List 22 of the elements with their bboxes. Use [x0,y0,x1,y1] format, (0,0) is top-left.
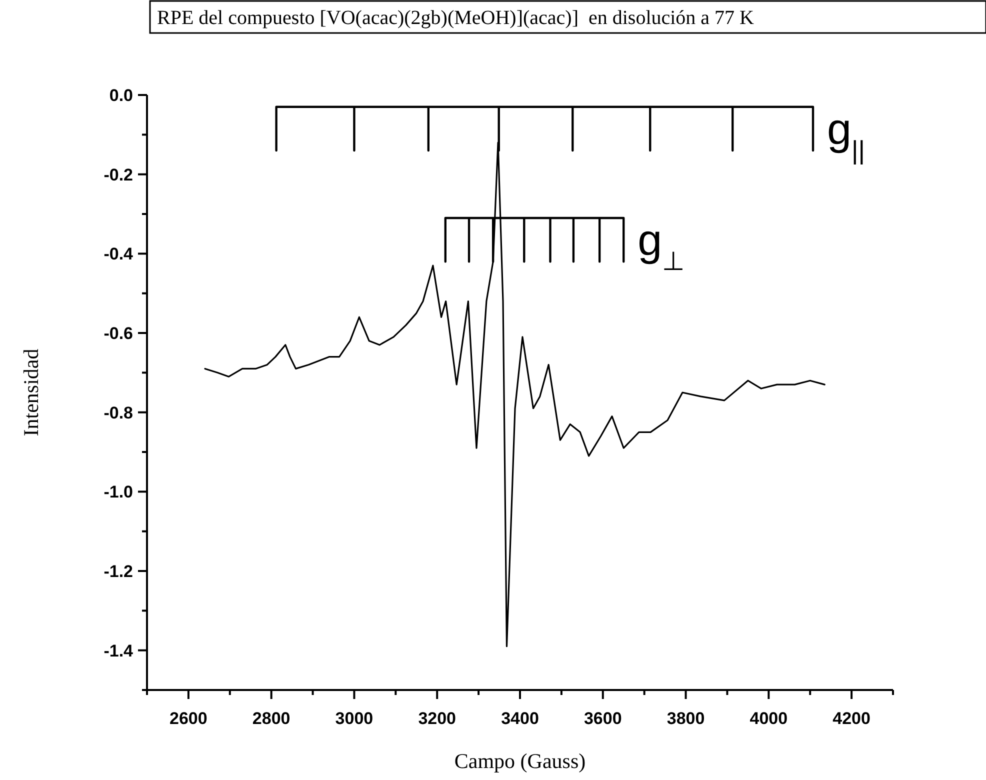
x-tick-label: 4200 [832,709,870,728]
x-tick-label: 3200 [418,709,456,728]
x-axis-title: Campo (Gauss) [454,749,586,773]
x-tick-label: 2600 [170,709,208,728]
y-tick-label: -0.6 [104,324,133,343]
y-tick-label: 0.0 [109,86,133,105]
y-tick-label: -0.4 [104,244,134,264]
y-tick-label: -0.8 [104,403,133,422]
y-axis-title: Intensidad [19,348,43,436]
x-tick-label: 3600 [584,709,622,728]
y-tick-label: -0.2 [104,165,133,184]
x-tick-label: 4000 [750,709,788,728]
annotation: g$_{⊥}$ [638,216,686,276]
y-tick-label: -1.0 [104,482,133,502]
y-tick-label: -1.2 [104,562,133,581]
x-tick-label: 3000 [335,709,374,728]
x-tick-label: 3800 [666,709,705,728]
x-tick-label: 3400 [501,709,539,728]
annotation: g$_{||}$ [827,105,866,166]
x-tick-label: 2800 [252,709,290,728]
chart-title: RPE del compuesto [VO(acac)(2gb)(MeOH)](acac)] en disolución a 77 K [157,7,755,29]
y-tick-label: -1.4 [104,641,134,660]
